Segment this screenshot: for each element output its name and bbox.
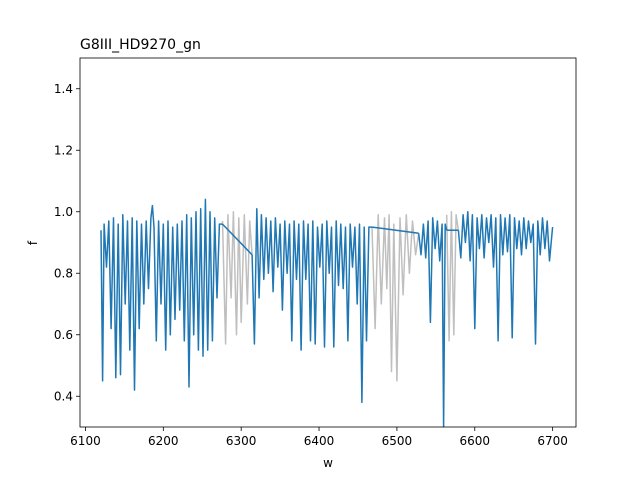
x-axis-label: w [323,456,333,470]
x-tick-label: 6100 [70,434,101,448]
spectrum-line-segment [221,223,253,256]
y-tick-label: 1.2 [54,143,73,157]
y-tick-label: 1.4 [54,82,73,96]
spectrum-line-segment [417,217,448,427]
y-axis: 0.4 0.6 0.8 1.0 1.2 1.4 [54,82,80,403]
masked-line-segment [221,211,253,345]
spectrum-line-segment [251,207,372,404]
spectrum-line-segment [457,211,554,345]
y-tick-label: 0.4 [54,389,73,403]
x-tick-label: 6700 [537,434,568,448]
spectrum-line-segment [100,198,223,391]
x-tick-label: 6200 [148,434,179,448]
y-tick-label: 0.8 [54,266,73,280]
y-axis-label: f [26,240,40,245]
x-tick-label: 6600 [460,434,491,448]
masked-line-segment [445,211,460,342]
chart-title: G8III_HD9270_gn [80,37,201,53]
plot-area [100,198,554,427]
spectrum-line-segment [371,226,419,235]
x-axis: 6100 6200 6300 6400 6500 6600 6700 [70,427,568,448]
x-tick-label: 6400 [304,434,335,448]
masked-line-segment [371,214,420,382]
y-tick-label: 1.0 [54,205,73,219]
x-tick-label: 6300 [226,434,257,448]
axes-frame [79,57,577,428]
x-tick-label: 6500 [382,434,413,448]
y-tick-label: 0.6 [54,328,73,342]
